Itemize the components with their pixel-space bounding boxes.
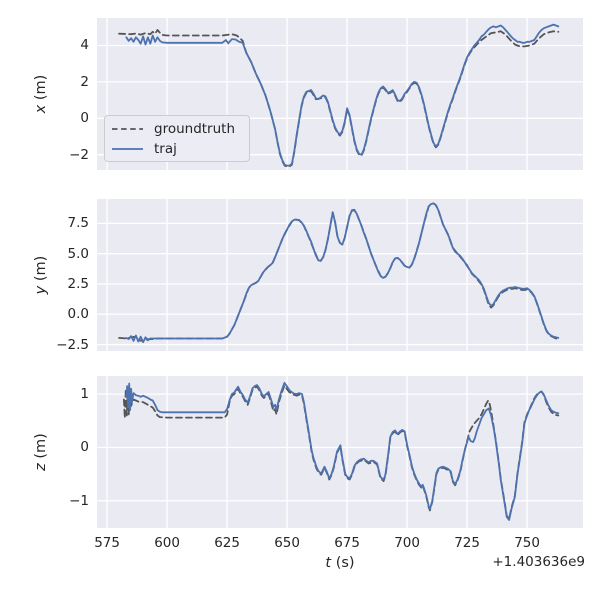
subplot-z [97,376,583,528]
y-tick-label: 7.5 [67,215,89,232]
traj-line-x [125,23,560,167]
x-tick-label: 575 [94,535,120,551]
var-y: y [33,285,49,295]
legend-label-groundtruth: groundtruth [154,121,236,137]
var-z: z [33,463,49,471]
subplot-y [97,199,583,351]
x-tick-label: 675 [334,535,360,551]
var-t: t [325,555,332,571]
y-tick-label: 2 [80,73,89,90]
x-tick-label: 725 [454,535,480,551]
traj-line-z [125,382,560,521]
y-tick-label: 0.0 [67,306,89,323]
y-tick-label: 0 [80,439,89,456]
y-tick-label: 1 [80,386,89,403]
var-x: x [33,104,49,114]
x-tick-label: 625 [214,535,240,551]
traj-line-y [125,202,560,344]
y-tick-label: 2.5 [67,275,89,292]
x-tick-label: 650 [274,535,300,551]
legend-entry-traj: traj [112,139,249,159]
y-tick-label: −2 [69,146,89,163]
y-axis-label-y: y (m) [33,255,49,295]
y-tick-label: −2.5 [56,336,89,353]
y-tick-label: −1 [69,492,89,509]
y-tick-label: 5.0 [67,245,89,262]
x-tick-label: 750 [514,535,540,551]
y-axis-label-z: z (m) [33,433,49,471]
y-axis-label-x: x (m) [33,74,49,114]
y-tick-label: 4 [80,37,89,54]
legend-entry-groundtruth: groundtruth [112,119,249,139]
x-tick-label: 600 [154,535,180,551]
x-axis-offset-text: +1.403636e9 [492,554,585,570]
solid-line-sample-icon [112,148,143,150]
legend-label-traj: traj [154,141,177,157]
x-axis-label: t (s) [325,555,355,571]
x-tick-label: 700 [394,535,420,551]
legend: groundtruth traj [104,115,250,162]
y-tick-label: 0 [80,110,89,127]
dashed-line-sample-icon [112,128,143,130]
